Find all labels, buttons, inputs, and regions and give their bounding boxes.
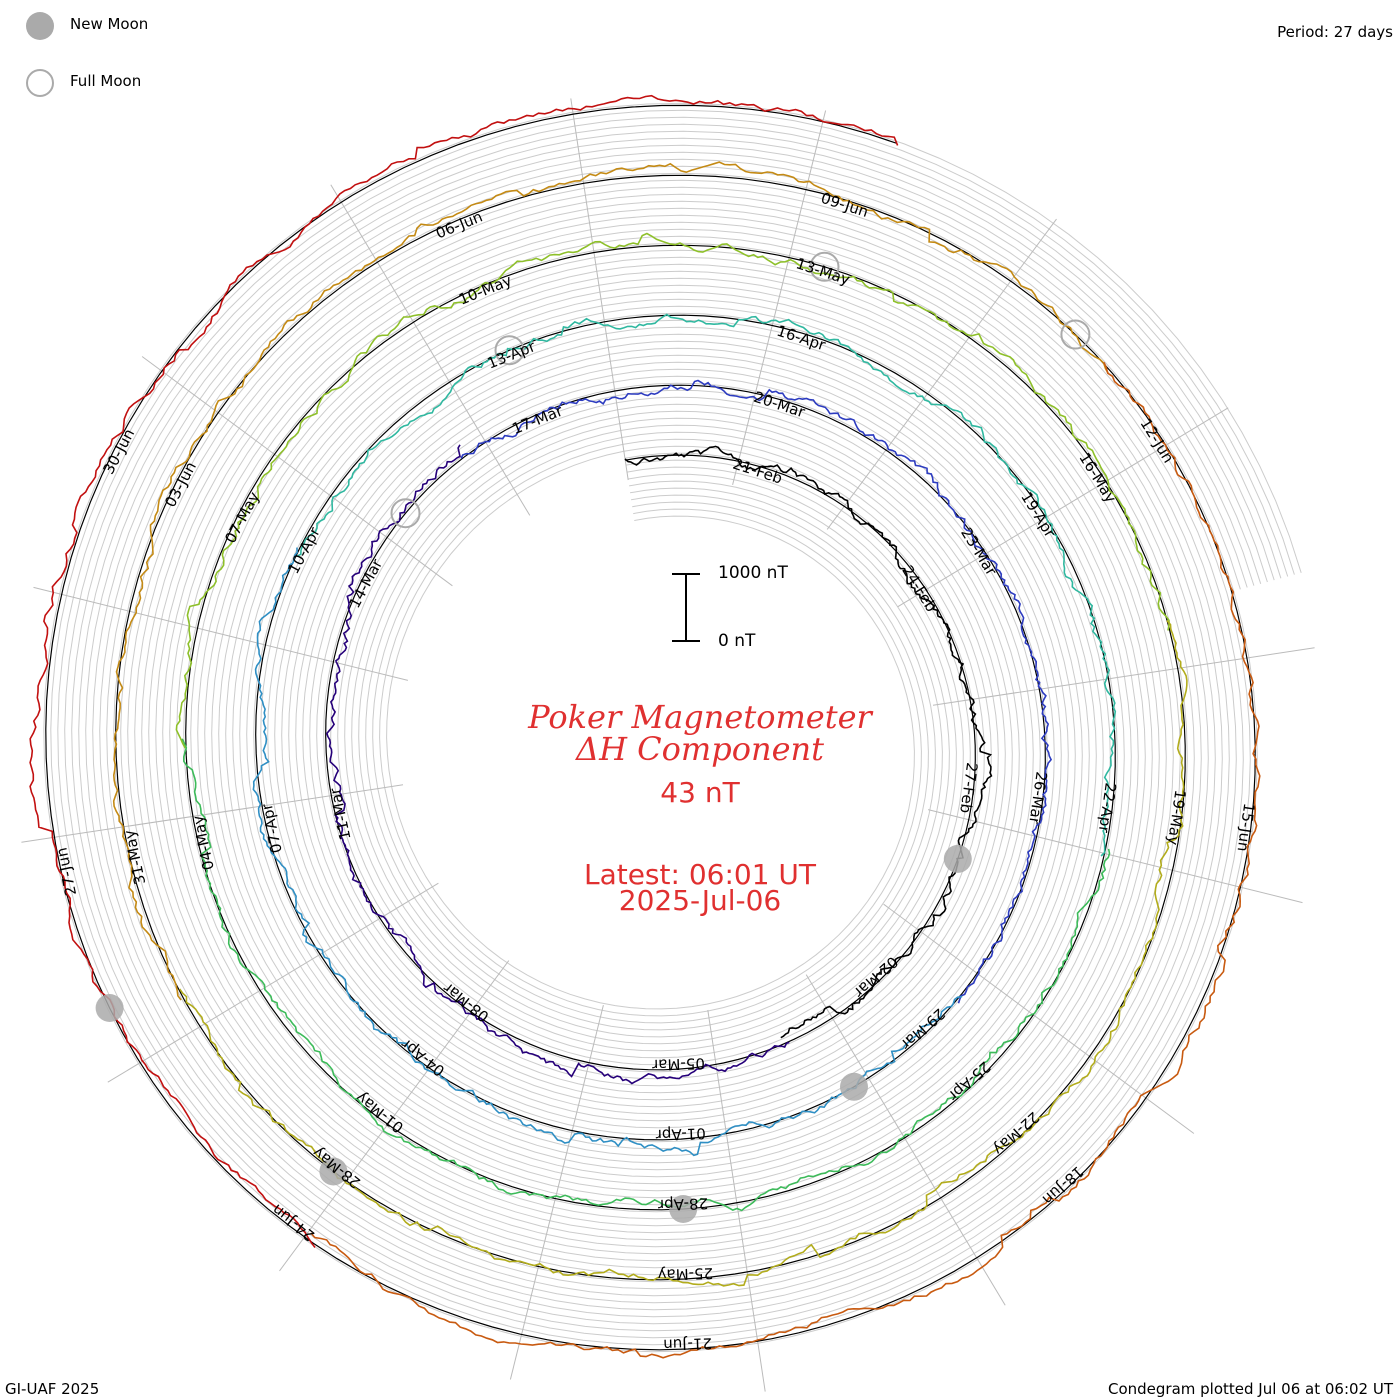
radial-spoke [330,184,531,516]
footer-plotted: Condegram plotted Jul 06 at 06:02 UT [1107,1380,1393,1398]
date-label-0: 21-Feb [731,455,785,488]
new-moon-marker-1 [840,1072,868,1101]
latest-time: Latest: 06:01 UT [583,858,817,891]
new-moon-marker-2 [669,1195,698,1223]
radial-spoke [279,960,510,1272]
date-label-26: 10-May [456,271,514,308]
current-value: 43 nT [660,776,740,809]
trace-segment-6 [175,232,1170,749]
full-moon-icon [26,69,54,97]
radial-spoke [33,586,409,681]
radial-spoke [141,356,453,587]
date-label-19: 19-Apr [1017,489,1059,542]
date-label-25: 07-May [221,489,263,547]
date-label-3: 02-Mar [850,953,902,1002]
new-moon-marker-0 [943,844,972,873]
footer-credit: GI-UAF 2025 [5,1380,100,1398]
trace-segment-5 [181,738,1111,1212]
scale-top-label: 1000 nT [718,563,788,583]
guide-ring [106,165,1241,1290]
full-moon-marker-3 [1060,319,1091,350]
trace-segment-0 [624,445,993,1039]
guide-ring [78,137,1268,1318]
guide-ring [43,102,1302,1353]
date-label-40: 21-Jun [663,1334,712,1354]
new-moon-marker-4 [95,994,124,1022]
date-label-10: 23-Mar [957,524,1001,579]
radial-spoke [805,974,1006,1306]
date-label-17: 13-Apr [485,337,539,373]
scale-bar [672,573,700,642]
period-label: Period: 27 days [1277,23,1393,41]
guide-ring [85,144,1262,1311]
full-moon-marker-1 [494,335,525,366]
radial-spokes [21,98,1315,1392]
date-label-39: 18-Jun [1039,1162,1087,1208]
date-label-22: 28-Apr [657,1194,709,1214]
guide-ring [92,151,1255,1304]
radial-spoke [21,784,404,843]
date-label-4: 05-Mar [651,1054,705,1074]
guide-ring [50,109,1295,1346]
full-moon-marker-0 [390,498,421,529]
baseline-spiral [45,104,1256,1351]
radial-spoke [707,1009,766,1392]
full-moon-marker-2 [809,251,840,282]
full-moon-label: Full Moon [70,72,142,90]
radial-spoke [570,98,629,481]
trace-segment-8 [112,161,1109,1001]
guide-ring [99,158,1248,1297]
trace-segment-9 [310,361,1261,1359]
date-label-27: 13-May [794,254,852,288]
date-label-38: 15-Jun [1234,802,1259,853]
guide-ring [64,123,1282,1332]
date-label-1: 24-Feb [898,562,940,615]
new-moon-label: New Moon [70,15,149,33]
chart-title: Poker Magnetometer [528,698,872,736]
radial-spoke [897,407,1229,608]
guide-rings [43,102,1302,1353]
scale-bottom-label: 0 nT [718,631,756,651]
guide-ring [57,116,1289,1339]
date-label-30: 22-May [989,1108,1042,1159]
trace-segment-4 [296,313,1117,857]
date-label-8: 17-Mar [510,401,566,438]
chart-subtitle: ΔH Component [575,730,825,768]
moon-phase-markers [95,251,1091,1223]
trace-segment-1 [326,444,790,1085]
date-label-12: 29-Mar [896,1005,948,1054]
trace-segment-7 [179,620,1188,1287]
date-label-36: 09-Jun [819,189,871,221]
trace-segment-10 [29,94,899,1248]
guide-ring [71,130,1275,1325]
magnetometer-traces [29,94,1261,1359]
date-label-37: 12-Jun [1137,415,1178,466]
radial-spoke [509,1004,604,1380]
new-moon-marker-3 [319,1157,348,1186]
date-label-28: 16-May [1075,449,1120,506]
date-label-31: 25-May [657,1264,713,1284]
radial-spoke [932,647,1315,706]
date-label-13: 01-Apr [655,1124,707,1144]
baseline-spiral-line [45,104,1256,1351]
radial-spoke [826,218,1057,530]
date-label-21: 25-Apr [944,1058,994,1105]
date-label-41: 24-Jun [269,1201,318,1245]
trace-segment-3 [252,547,963,1157]
new-moon-icon [26,12,54,40]
trace-segment-2 [460,379,1053,1004]
radial-spoke [732,110,827,486]
latest-date: 2025-Jul-06 [618,884,782,917]
date-label-14: 04-Apr [397,1034,448,1080]
